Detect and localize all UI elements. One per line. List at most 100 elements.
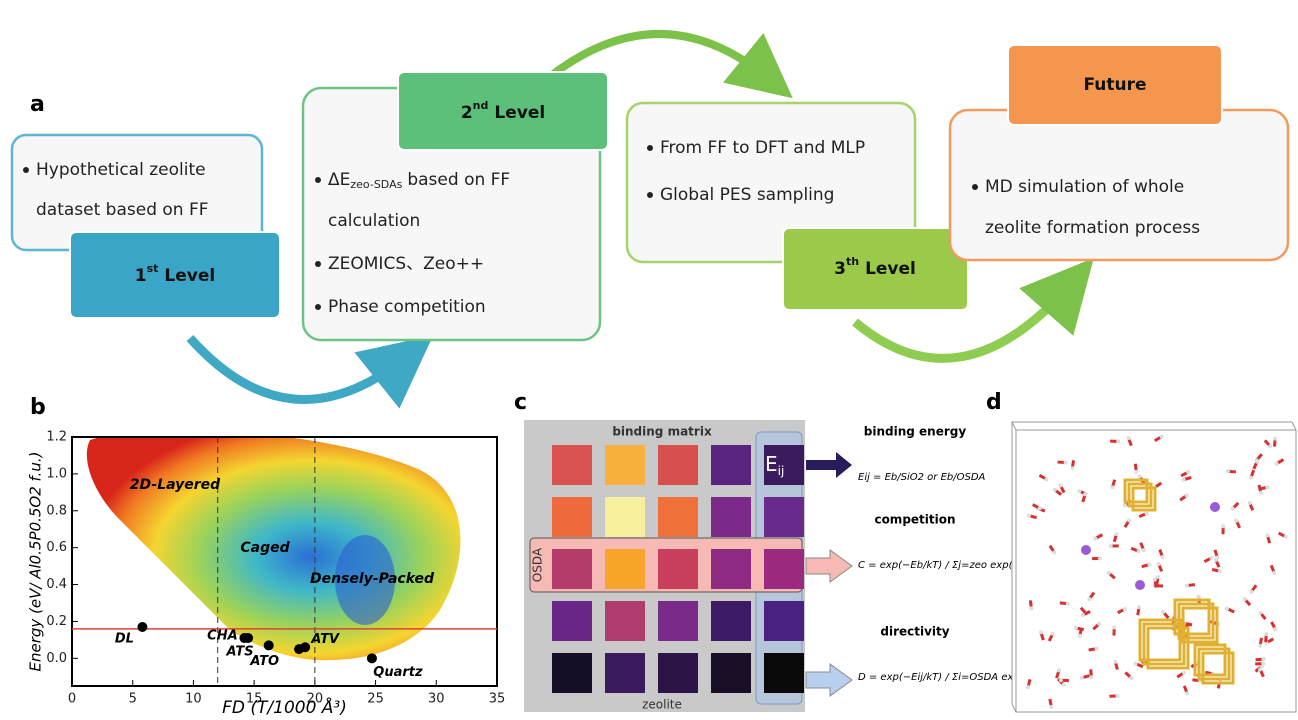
matrix-cell <box>552 497 592 537</box>
point-label: ATV <box>310 632 340 647</box>
water-h <box>1255 460 1259 464</box>
y-tick-label: 0.0 <box>46 651 67 666</box>
water-h <box>1097 622 1101 626</box>
water-h <box>1225 607 1229 611</box>
matrix-cell <box>658 497 698 537</box>
water-h <box>1095 647 1099 651</box>
arrow <box>806 452 852 478</box>
water-h <box>1053 488 1057 492</box>
water-h <box>1129 676 1133 680</box>
water-h <box>1029 606 1033 610</box>
water-h <box>1161 610 1165 614</box>
water-h <box>1078 634 1082 638</box>
panel-label: a <box>30 92 45 117</box>
tab-suffix: st <box>147 262 159 275</box>
bullet <box>315 261 321 267</box>
water-h <box>1265 485 1269 489</box>
water-h <box>1109 544 1113 548</box>
water-h <box>1249 590 1253 594</box>
matrix-cell <box>552 549 592 589</box>
water-h <box>1123 504 1127 508</box>
water-h <box>1134 662 1138 666</box>
bullet-text: ZEOMICS、Zeo++ <box>328 254 484 274</box>
water-bond <box>1185 478 1192 480</box>
water-h <box>1087 597 1091 601</box>
water-h <box>1275 462 1279 466</box>
region-label: 2D-Layered <box>130 477 221 493</box>
water-h <box>1098 556 1102 560</box>
water-bond <box>1275 440 1276 447</box>
water-h <box>1107 571 1111 575</box>
x-axis-label: FD (T/1000 Å³) <box>222 696 347 716</box>
bullet-text: zeolite formation process <box>985 218 1200 238</box>
matrix-cell <box>711 497 751 537</box>
water-h <box>1089 675 1093 679</box>
water-bond <box>1229 471 1236 472</box>
matrix-cell <box>764 601 804 641</box>
water-bond <box>1268 536 1270 543</box>
water-h <box>1057 668 1061 672</box>
water-h <box>1115 694 1119 698</box>
region-label: Densely-Packed <box>310 571 435 587</box>
water-h <box>1209 556 1213 560</box>
water-bond <box>1083 495 1085 502</box>
water-h <box>1273 627 1277 631</box>
water-h <box>1074 626 1078 630</box>
arrow <box>806 664 852 696</box>
y-axis-label: Energy (eV/ Al0.5P0.5O2 f.u.) <box>27 452 45 672</box>
matrix-title: binding matrix <box>612 425 712 439</box>
water-h <box>1027 514 1031 518</box>
water-h <box>1064 461 1068 465</box>
matrix-cell <box>552 601 592 641</box>
water-bond <box>1135 464 1136 471</box>
water-h <box>1248 501 1252 505</box>
bullet-text: Global PES sampling <box>660 185 834 205</box>
water-bond <box>1155 581 1156 588</box>
bullet <box>315 177 321 183</box>
water-bond <box>1060 603 1067 604</box>
axis-label: zeolite <box>642 698 682 712</box>
data-point <box>137 622 147 632</box>
water-h <box>1182 478 1186 482</box>
water-h <box>1126 436 1130 440</box>
water-h <box>1066 602 1070 606</box>
formula-title: binding energy <box>864 425 967 439</box>
water-bond <box>1050 699 1051 706</box>
bullet <box>647 192 653 198</box>
matrix-cell <box>605 497 645 537</box>
y-tick-label: 1.2 <box>46 430 67 445</box>
water-bond <box>1212 570 1219 571</box>
bullet-text: MD simulation of whole <box>985 177 1184 197</box>
water-h <box>1182 671 1186 675</box>
arrow <box>190 338 405 399</box>
formula-title: directivity <box>880 625 949 639</box>
water-h <box>1052 550 1056 554</box>
water-bond <box>1256 659 1263 660</box>
y-tick-label: 0.8 <box>46 503 67 518</box>
point-label: ATO <box>249 654 279 669</box>
matrix-cell <box>605 653 645 693</box>
panel-label: b <box>30 395 46 420</box>
water-bond <box>1030 600 1031 607</box>
water-h <box>1218 569 1222 573</box>
water-bond <box>1188 585 1195 586</box>
water-h <box>1127 518 1131 522</box>
water-h <box>1142 548 1146 552</box>
y-tick-label: 0.6 <box>46 540 67 555</box>
water-bond <box>1083 676 1090 678</box>
matrix-cell <box>658 653 698 693</box>
point-label: CHA <box>207 629 237 644</box>
water-h <box>1134 470 1138 474</box>
water-h <box>1112 626 1116 630</box>
e: E <box>765 452 778 476</box>
tab-label: Future <box>1083 75 1146 95</box>
matrix-cell <box>552 445 592 485</box>
delta-sub: zeo-SDAs <box>350 178 402 191</box>
data-point <box>300 642 310 652</box>
delta-rest: based on FF <box>407 170 510 190</box>
water-h <box>1258 644 1262 648</box>
data-point <box>367 653 377 663</box>
water-h <box>1081 613 1085 617</box>
water-h <box>1110 485 1114 489</box>
